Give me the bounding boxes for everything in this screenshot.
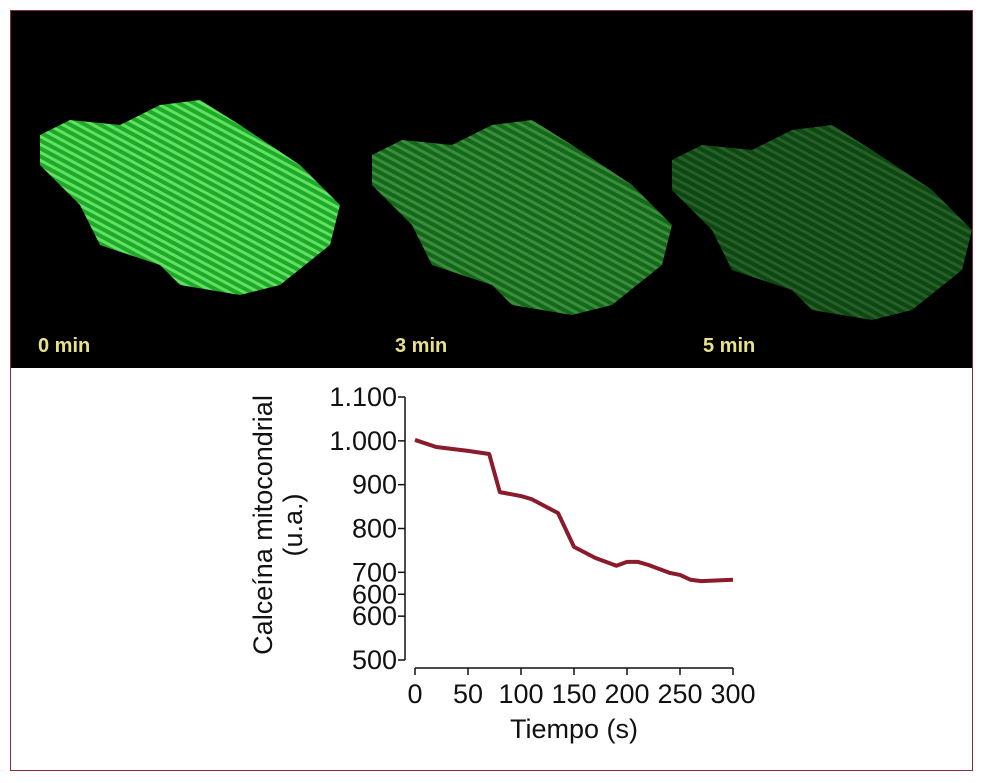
x-axis-label: Tiempo (s)	[510, 714, 638, 744]
y-tick-label: 600	[352, 579, 397, 609]
panel-label: 3 min	[395, 335, 447, 357]
cell	[40, 100, 340, 295]
x-tick-label: 200	[604, 679, 649, 709]
x-tick-label: 250	[657, 679, 702, 709]
cell	[672, 125, 972, 320]
x-tick-label: 0	[407, 679, 422, 709]
x-tick-label: 150	[551, 679, 596, 709]
y-tick-label: 500	[352, 645, 397, 675]
y-axis-label: (u.a.)	[278, 493, 308, 556]
panel-label: 5 min	[703, 335, 755, 357]
panel-label: 0 min	[38, 335, 90, 357]
y-tick-label: 1.000	[329, 426, 397, 456]
y-tick-label: 800	[352, 514, 397, 544]
y-tick-label: 900	[352, 470, 397, 500]
x-tick-label: 50	[453, 679, 483, 709]
y-axis-label: Calceína mitocondrial	[248, 395, 278, 655]
y-tick-label: 1.100	[329, 382, 397, 412]
series-line	[414, 438, 734, 584]
y-tick-label: 700	[352, 557, 397, 587]
cell	[372, 120, 672, 315]
x-tick-label: 100	[498, 679, 543, 709]
y-tick-label: 600	[352, 601, 397, 631]
x-tick-label: 300	[710, 679, 755, 709]
